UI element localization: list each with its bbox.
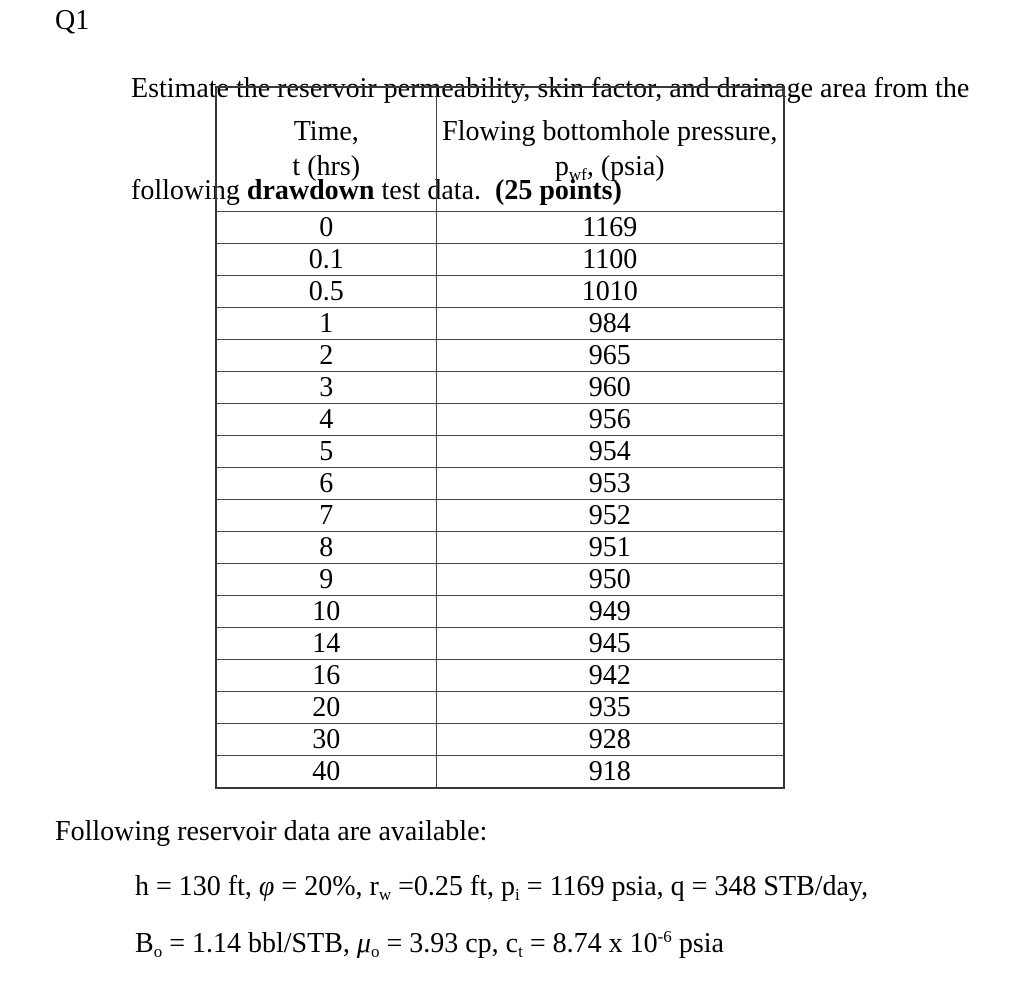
table-row: 1 984	[215, 306, 785, 340]
table-row: 14 945	[215, 626, 785, 660]
table-row: 20 935	[215, 690, 785, 724]
pressure-cell: 1169	[435, 210, 785, 244]
pressure-cell: 954	[435, 434, 785, 468]
time-cell: 8	[215, 530, 437, 564]
reservoir-data-intro: Following reservoir data are available:	[55, 816, 488, 847]
table-row: 9 950	[215, 562, 785, 596]
time-cell: 10	[215, 594, 437, 628]
table-row: 4 956	[215, 402, 785, 436]
mu-o-subscript: o	[370, 942, 380, 961]
pressure-cell: 935	[435, 690, 785, 724]
pressure-cell: 951	[435, 530, 785, 564]
time-header-line-2: t (hrs)	[292, 151, 361, 183]
pressure-cell: 942	[435, 658, 785, 692]
pressure-cell: 949	[435, 594, 785, 628]
pressure-header-line-2: pwf, (psia)	[437, 149, 784, 184]
table-row: 3 960	[215, 370, 785, 404]
rw-subscript: w	[378, 885, 392, 904]
time-cell: 16	[215, 658, 437, 692]
drawdown-table: Time, t (hrs) Flowing bottomhole pressur…	[215, 86, 785, 789]
time-cell: 3	[215, 370, 437, 404]
time-header-line-1: Time,	[293, 116, 359, 148]
table-row: 30 928	[215, 722, 785, 756]
pi-subscript: i	[515, 885, 520, 904]
phi-symbol: φ	[258, 871, 275, 902]
pressure-cell: 984	[435, 306, 785, 340]
time-cell: 0.5	[215, 274, 437, 308]
time-cell: 5	[215, 434, 437, 468]
time-cell: 7	[215, 498, 437, 532]
time-cell: 9	[215, 562, 437, 596]
time-cell: 2	[215, 338, 437, 372]
pressure-symbol-subscript: wf	[568, 165, 587, 185]
table-row: 10 949	[215, 594, 785, 628]
question-label: Q1	[55, 5, 90, 36]
pressure-cell: 928	[435, 722, 785, 756]
table-row: 8 951	[215, 530, 785, 564]
time-cell: 40	[215, 754, 437, 788]
mu-symbol: μ	[356, 928, 371, 959]
time-cell: 20	[215, 690, 437, 724]
table-row: 40 918	[215, 754, 785, 788]
reservoir-data-line-2: Bo = 1.14 bbl/STB, μo = 3.93 cp, ct = 8.…	[135, 927, 724, 961]
bo-subscript: o	[153, 942, 163, 961]
time-column-header: Time, t (hrs)	[215, 86, 437, 212]
time-cell: 1	[215, 306, 437, 340]
table-row: 0.5 1010	[215, 274, 785, 308]
pressure-symbol: p	[554, 151, 569, 183]
table-row: 2 965	[215, 338, 785, 372]
table-row: 0 1169	[215, 210, 785, 244]
time-cell: 4	[215, 402, 437, 436]
pressure-cell: 945	[435, 626, 785, 660]
table-row: 7 952	[215, 498, 785, 532]
pressure-cell: 1010	[435, 274, 785, 308]
pressure-cell: 952	[435, 498, 785, 532]
pressure-cell: 960	[435, 370, 785, 404]
table-header-row: Time, t (hrs) Flowing bottomhole pressur…	[215, 86, 785, 212]
ct-subscript: t	[518, 942, 523, 961]
table-row: 5 954	[215, 434, 785, 468]
pressure-cell: 965	[435, 338, 785, 372]
time-cell: 14	[215, 626, 437, 660]
reservoir-data-line-1: h = 130 ft, φ = 20%, rw =0.25 ft, pi = 1…	[135, 871, 869, 904]
time-cell: 0	[215, 210, 437, 244]
drawdown-table-container: Time, t (hrs) Flowing bottomhole pressur…	[215, 86, 785, 789]
pressure-column-header: Flowing bottomhole pressure, pwf, (psia)	[435, 86, 785, 212]
table-row: 16 942	[215, 658, 785, 692]
pressure-cell: 956	[435, 402, 785, 436]
pressure-cell: 950	[435, 562, 785, 596]
table-row: 0.1 1100	[215, 242, 785, 276]
exponent-superscript: -6	[657, 927, 672, 946]
time-cell: 30	[215, 722, 437, 756]
time-cell: 0.1	[215, 242, 437, 276]
pressure-cell: 953	[435, 466, 785, 500]
pressure-cell: 918	[435, 754, 785, 788]
table-row: 6 953	[215, 466, 785, 500]
time-cell: 6	[215, 466, 437, 500]
pressure-cell: 1100	[435, 242, 785, 276]
pressure-header-units: , (psia)	[586, 151, 665, 183]
pressure-header-line-1: Flowing bottomhole pressure,	[442, 116, 778, 148]
